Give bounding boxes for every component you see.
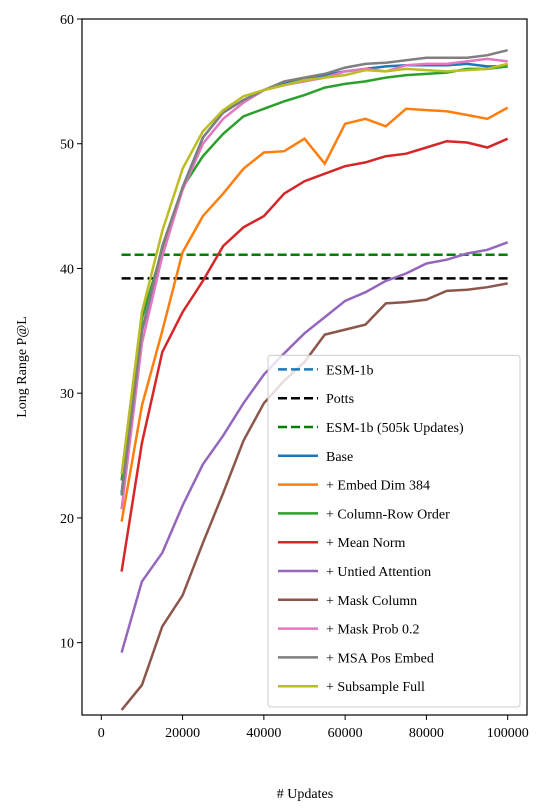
y-tick-label: 10 <box>60 637 74 652</box>
series-line <box>120 62 508 475</box>
legend-label: + Subsample Full <box>326 680 425 695</box>
legend-label: + Mean Norm <box>326 536 406 551</box>
legend-label: Base <box>326 450 353 465</box>
series-line <box>120 282 508 711</box>
y-axis-label: Long Range P@L <box>15 316 30 418</box>
legend-label: ESM-1b <box>326 363 373 378</box>
y-tick-label: 50 <box>60 138 74 153</box>
series-line <box>120 137 509 572</box>
x-tick-label: 60000 <box>328 726 363 741</box>
series-line <box>120 48 508 496</box>
plot-frame <box>81 18 528 716</box>
series-line <box>120 241 509 653</box>
legend-label: + Column-Row Order <box>326 507 450 522</box>
y-tick-label: 20 <box>60 512 74 527</box>
x-tick-label: 100000 <box>487 726 529 741</box>
legend-box <box>267 354 521 708</box>
y-tick-label: 30 <box>60 387 74 402</box>
legend-label: + MSA Pos Embed <box>326 651 434 666</box>
x-tick-label: 20000 <box>165 726 200 741</box>
x-axis-label: # Updates <box>277 787 333 802</box>
y-tick-label: 40 <box>60 262 74 277</box>
x-tick-label: 0 <box>98 726 105 741</box>
legend-label: + Embed Dim 384 <box>326 479 430 494</box>
y-tick-label: 60 <box>60 13 74 28</box>
legend-label: + Untied Attention <box>326 565 431 580</box>
legend-label: ESM-1b (505k Updates) <box>326 421 464 436</box>
legend-label: + Mask Prob 0.2 <box>326 623 419 638</box>
x-tick-label: 80000 <box>409 726 444 741</box>
series-line <box>120 106 509 522</box>
legend-label: Potts <box>326 392 354 407</box>
x-tick-label: 40000 <box>246 726 281 741</box>
legend-label: + Mask Column <box>326 594 417 609</box>
